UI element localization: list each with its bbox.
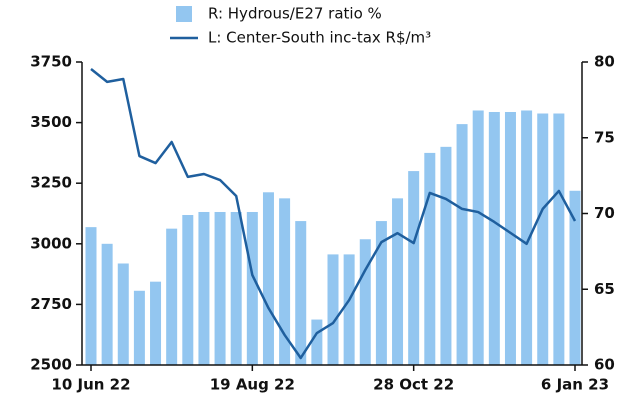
bar bbox=[456, 124, 468, 366]
y2-tick-label: 65 bbox=[594, 280, 615, 298]
y2-tick-label: 70 bbox=[594, 204, 615, 222]
y-tick-label: 3500 bbox=[30, 113, 72, 131]
bar bbox=[537, 113, 549, 365]
y-tick-label: 3250 bbox=[30, 174, 72, 192]
bar bbox=[408, 171, 420, 365]
bar bbox=[101, 243, 113, 365]
bar bbox=[166, 228, 178, 365]
bar bbox=[182, 215, 194, 365]
x-tick-label: 10 Jun 22 bbox=[51, 376, 130, 394]
bar bbox=[375, 221, 387, 365]
y2-tick-label: 60 bbox=[594, 356, 615, 374]
bar bbox=[214, 211, 226, 365]
bar bbox=[150, 281, 162, 365]
bar bbox=[295, 221, 307, 365]
legend-label: L: Center-South inc-tax R$/m³ bbox=[208, 29, 431, 47]
legend-swatch bbox=[176, 6, 192, 22]
bar bbox=[327, 254, 339, 365]
y-tick-label: 3000 bbox=[30, 234, 72, 252]
bar bbox=[424, 152, 436, 365]
legend-label: R: Hydrous/E27 ratio % bbox=[208, 5, 382, 23]
bar bbox=[343, 254, 355, 365]
bar bbox=[246, 211, 258, 365]
bar bbox=[230, 211, 242, 365]
bar bbox=[569, 190, 581, 365]
bar bbox=[117, 263, 129, 365]
bar bbox=[311, 319, 323, 365]
bar bbox=[472, 110, 484, 365]
y-tick-label: 2750 bbox=[30, 295, 72, 313]
y-tick-label: 2500 bbox=[30, 356, 72, 374]
y2-tick-label: 75 bbox=[594, 128, 615, 146]
bar bbox=[521, 110, 533, 365]
bar bbox=[488, 111, 500, 366]
y-tick-label: 3750 bbox=[30, 53, 72, 71]
x-tick-label: 6 Jan 23 bbox=[541, 376, 609, 394]
bar bbox=[504, 111, 516, 366]
line bbox=[90, 68, 577, 360]
bar bbox=[198, 211, 210, 365]
bar bbox=[262, 192, 274, 365]
bar bbox=[85, 227, 97, 365]
x-tick-label: 19 Aug 22 bbox=[210, 376, 295, 394]
bar bbox=[133, 290, 145, 365]
bar bbox=[553, 113, 565, 365]
bar bbox=[440, 146, 452, 365]
bar bbox=[392, 198, 404, 365]
bar bbox=[359, 239, 371, 365]
bar bbox=[279, 198, 291, 365]
x-tick-label: 28 Oct 22 bbox=[373, 376, 454, 394]
y2-tick-label: 80 bbox=[594, 53, 615, 71]
